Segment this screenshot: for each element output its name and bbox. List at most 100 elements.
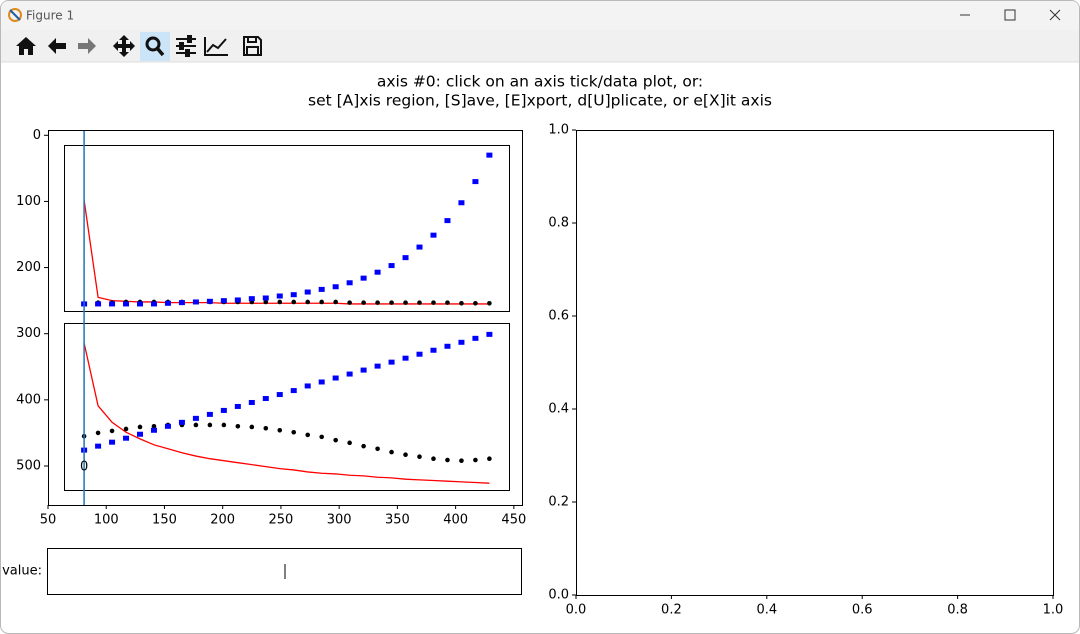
dot-marker	[151, 423, 157, 429]
back-button[interactable]	[48, 38, 66, 54]
title-bar	[1, 1, 1079, 30]
dot-marker	[375, 446, 380, 452]
dot-marker	[193, 422, 199, 428]
square-marker	[402, 255, 409, 261]
square-marker	[374, 269, 381, 275]
square-marker	[95, 301, 102, 307]
axes-frame	[48, 130, 523, 506]
square-marker	[248, 399, 255, 405]
dot-marker	[305, 299, 311, 305]
y-tick-label: 300	[16, 326, 41, 341]
square-marker	[458, 339, 465, 345]
y-tick-label: 1.0	[548, 123, 569, 138]
dot-marker	[417, 300, 422, 305]
square-marker	[416, 244, 423, 250]
x-tick-label: 350	[385, 513, 410, 528]
y-tick-label: 0.0	[548, 588, 569, 603]
dot-marker	[207, 422, 213, 428]
square-marker	[192, 299, 199, 305]
dot-marker	[389, 300, 394, 305]
square-marker	[318, 286, 325, 292]
square-marker	[234, 403, 241, 409]
square-marker	[248, 296, 255, 302]
square-marker	[150, 427, 157, 433]
x-tick-label: 0.6	[852, 603, 873, 618]
subplot-frame	[64, 145, 510, 312]
square-marker	[109, 301, 116, 307]
square-marker	[332, 284, 339, 290]
square-marker	[346, 371, 353, 377]
x-tick-label: 400	[443, 513, 468, 528]
message-line: set [A]xis region, [S]ave, [E]xport, d[U…	[308, 92, 772, 110]
x-tick-label: 300	[327, 513, 352, 528]
square-marker	[388, 359, 395, 365]
square-marker	[472, 335, 479, 341]
square-marker	[486, 152, 493, 158]
dot-marker	[319, 434, 324, 440]
square-marker	[374, 363, 381, 369]
dot-marker	[95, 430, 101, 436]
square-marker	[137, 301, 144, 307]
configure-button[interactable]	[176, 35, 196, 57]
square-marker	[220, 298, 227, 304]
forward-button[interactable]	[78, 38, 96, 54]
square-marker	[346, 280, 353, 286]
x-tick-label: 0.8	[947, 603, 968, 618]
square-marker	[444, 218, 451, 224]
x-tick-label: 100	[94, 513, 119, 528]
axes-frame	[576, 130, 1054, 596]
cursor-label: 0	[80, 460, 88, 475]
square-marker	[206, 298, 213, 304]
dot-marker	[221, 422, 227, 428]
dot-marker	[445, 457, 450, 463]
home-button[interactable]	[16, 37, 36, 55]
dot-marker	[291, 429, 297, 435]
square-marker	[109, 439, 116, 445]
dot-marker	[347, 300, 352, 305]
dot-marker	[431, 300, 436, 305]
dot-marker	[473, 457, 478, 463]
square-marker	[402, 355, 409, 361]
save-button[interactable]	[243, 36, 262, 56]
dot-marker	[109, 428, 115, 434]
dot-marker	[235, 423, 241, 429]
square-marker	[123, 301, 130, 307]
square-marker	[164, 300, 171, 306]
value-label: value:	[2, 564, 42, 579]
app-icon	[8, 8, 22, 22]
zoom-button[interactable]	[145, 36, 165, 57]
maximize-button[interactable]	[1004, 9, 1016, 21]
dot-marker	[361, 300, 366, 305]
window-title: Figure 1	[26, 9, 74, 23]
y-tick-label: 100	[16, 194, 41, 209]
square-marker	[220, 407, 227, 413]
close-button[interactable]	[1049, 9, 1061, 21]
square-marker	[304, 383, 311, 389]
dot-marker	[277, 427, 283, 433]
x-tick-label: 50	[40, 513, 57, 528]
square-marker	[486, 331, 493, 337]
dot-marker	[277, 299, 283, 305]
square-marker	[458, 200, 465, 206]
dot-marker	[249, 424, 255, 430]
dot-marker	[263, 299, 269, 305]
square-marker	[95, 443, 102, 449]
square-marker	[178, 419, 185, 425]
square-marker	[430, 232, 437, 238]
square-marker	[150, 301, 157, 307]
dot-marker	[487, 456, 492, 462]
pan-button[interactable]	[113, 35, 135, 57]
dot-marker	[375, 300, 380, 305]
dot-marker	[305, 432, 311, 438]
dot-marker	[473, 300, 478, 306]
square-marker	[178, 300, 185, 306]
x-tick-label: 1.0	[1043, 603, 1064, 618]
dot-marker	[487, 300, 492, 306]
dot-marker	[417, 454, 422, 460]
x-tick-label: 200	[210, 513, 235, 528]
y-tick-label: 400	[16, 392, 41, 407]
edit-curves-button[interactable]	[204, 37, 228, 56]
y-tick-label: 200	[16, 260, 41, 275]
square-marker	[164, 423, 171, 429]
